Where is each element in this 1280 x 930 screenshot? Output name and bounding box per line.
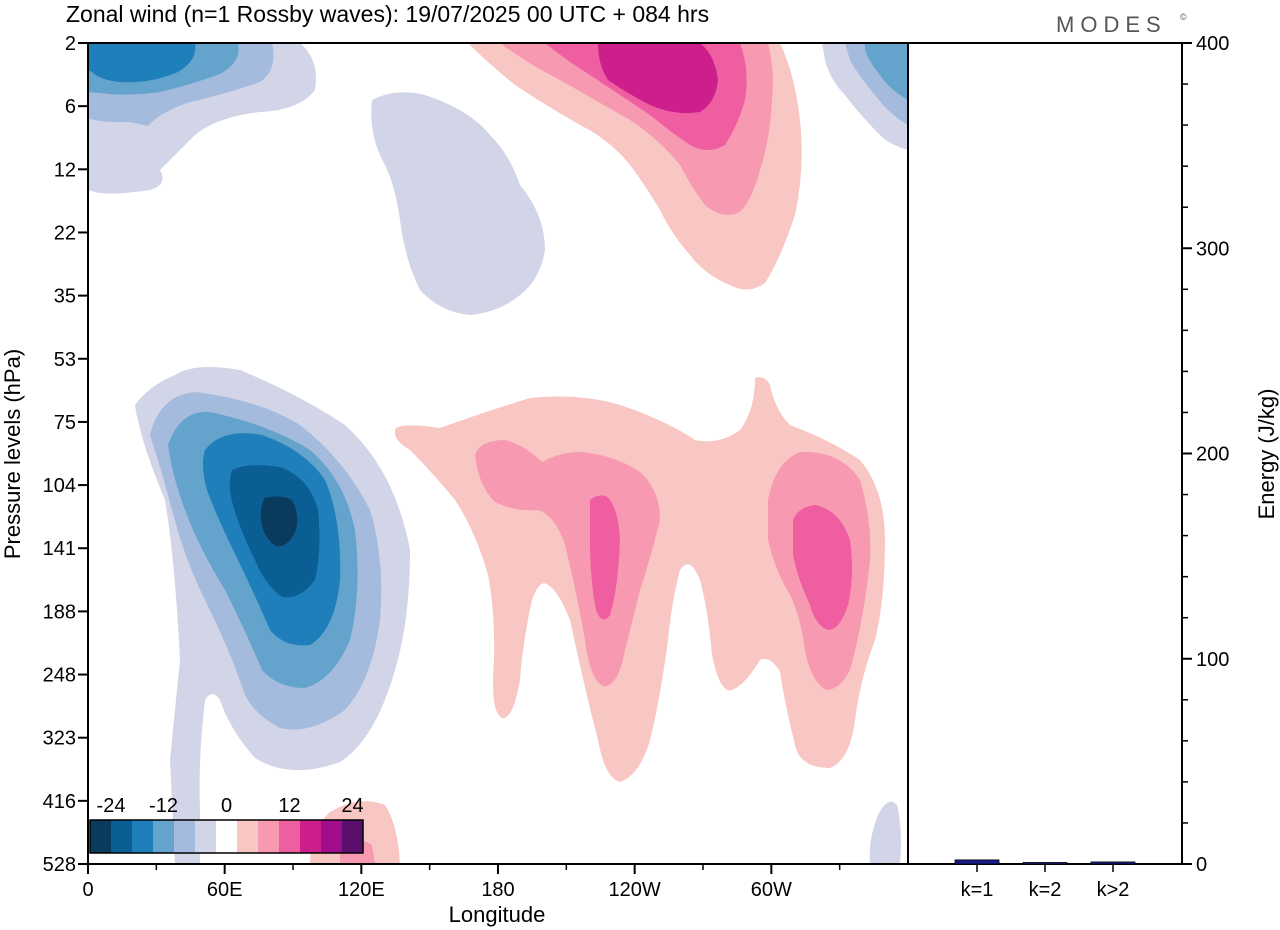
y-tick-label: 75 bbox=[54, 412, 76, 434]
energy-tick-label: 300 bbox=[1196, 238, 1229, 260]
energy-marks: 0 100 200 300 400 k=1 k=2 k>2 bbox=[954, 33, 1229, 901]
energy-tick-label: 0 bbox=[1196, 854, 1207, 876]
positive-lobe-lower bbox=[394, 377, 885, 782]
y-tick-label: 2 bbox=[65, 33, 76, 55]
y-tick-label: 141 bbox=[43, 538, 76, 560]
negative-lobe-lower bbox=[135, 366, 410, 864]
y-tick-label: 104 bbox=[43, 475, 76, 497]
energy-bar bbox=[1022, 862, 1068, 865]
negative-lobe-upper-right bbox=[822, 43, 908, 150]
colorbar-tick-label: -12 bbox=[149, 795, 178, 817]
brand-mark: © bbox=[1180, 12, 1187, 22]
colorbar-swatch bbox=[90, 820, 111, 853]
colorbar: -24 -12 0 12 24 bbox=[89, 795, 364, 854]
x-tick-label: 120W bbox=[609, 879, 661, 901]
colorbar-swatch bbox=[174, 820, 195, 853]
energy-tick-label: 200 bbox=[1196, 444, 1229, 466]
colorbar-tick-label: -24 bbox=[97, 795, 126, 817]
energy-category-label: k>2 bbox=[1097, 879, 1130, 901]
energy-bar-chart: 0 100 200 300 400 k=1 k=2 k>2 Energy (J/kg) bbox=[908, 33, 1279, 901]
x-tick-label: 0 bbox=[82, 879, 93, 901]
colorbar-tick-label: 12 bbox=[278, 795, 300, 817]
positive-lobe-upper bbox=[468, 43, 802, 290]
energy-category-label: k=1 bbox=[961, 879, 994, 901]
energy-tick-label: 100 bbox=[1196, 649, 1229, 671]
x-tick-label: 60W bbox=[751, 879, 792, 901]
colorbar-swatch bbox=[300, 820, 321, 853]
colorbar-swatch bbox=[321, 820, 342, 853]
colorbar-tick-label: 0 bbox=[221, 795, 232, 817]
y-tick-label: 323 bbox=[43, 728, 76, 750]
x-axis-label: Longitude bbox=[449, 902, 546, 927]
brand-logo: MODES bbox=[1056, 12, 1167, 37]
y-tick-label: 6 bbox=[65, 96, 76, 118]
colorbar-swatch bbox=[153, 820, 174, 853]
colorbar-swatch bbox=[132, 820, 153, 853]
chart-title: Zonal wind (n=1 Rossby waves): 19/07/202… bbox=[66, 1, 709, 27]
energy-category-label: k=2 bbox=[1029, 879, 1062, 901]
x-tick-label: 60E bbox=[207, 879, 243, 901]
y-tick-label: 35 bbox=[54, 286, 76, 308]
negative-lobe-upper-left bbox=[88, 43, 316, 194]
x-tick-label: 120E bbox=[338, 879, 385, 901]
y-axis-label: Pressure levels (hPa) bbox=[0, 349, 25, 559]
contour-axes: 0 60E 120E 180 120W 60W 2 6 12 22 35 53 75 104 141 188 2… bbox=[43, 33, 841, 901]
y-tick-label: 528 bbox=[43, 854, 76, 876]
energy-bar bbox=[1090, 861, 1136, 865]
colorbar-swatch bbox=[237, 820, 258, 853]
x-tick-label: 180 bbox=[481, 879, 514, 901]
y-tick-label: 188 bbox=[43, 601, 76, 623]
energy-bar bbox=[954, 859, 1000, 865]
energy-tick-label: 400 bbox=[1196, 33, 1229, 55]
y-tick-label: 22 bbox=[54, 222, 76, 244]
colorbar-swatch bbox=[111, 820, 132, 853]
energy-axis-label: Energy (J/kg) bbox=[1254, 389, 1279, 520]
colorbar-swatch bbox=[342, 820, 363, 853]
colorbar-frame bbox=[89, 819, 364, 854]
negative-blob-mid bbox=[371, 92, 545, 315]
colorbar-swatch bbox=[258, 820, 279, 853]
y-tick-label: 248 bbox=[43, 665, 76, 687]
colorbar-tick-label: 24 bbox=[341, 795, 363, 817]
y-tick-label: 53 bbox=[54, 349, 76, 371]
negative-blob-bottom-right bbox=[869, 801, 901, 864]
y-tick-label: 416 bbox=[43, 791, 76, 813]
colorbar-swatch bbox=[216, 820, 237, 853]
contour-plot: 0 60E 120E 180 120W 60W 2 6 12 22 35 53 75 104 141 188 2… bbox=[43, 33, 909, 901]
colorbar-swatch bbox=[279, 820, 300, 853]
colorbar-swatch bbox=[195, 820, 216, 853]
y-tick-label: 12 bbox=[54, 159, 76, 181]
